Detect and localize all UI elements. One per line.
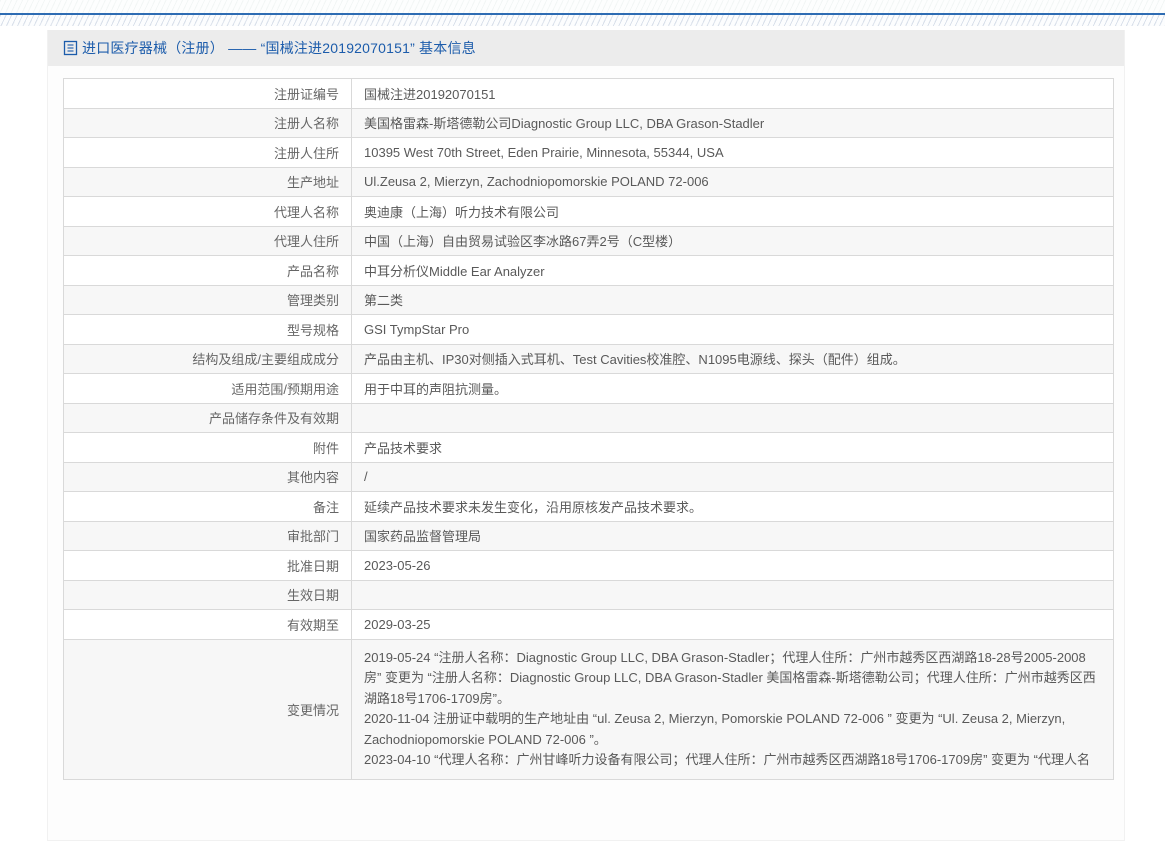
row-value (351, 402, 1114, 433)
table-row: 生效日期 (63, 579, 1114, 610)
top-divider-line (0, 13, 1165, 15)
row-value (351, 579, 1114, 610)
row-label: 结构及组成/主要组成成分 (63, 343, 352, 374)
row-label: 适用范围/预期用途 (63, 373, 352, 404)
table-row: 变更情况 2019-05-24 “注册人名称：Diagnostic Group L… (63, 638, 1114, 780)
table-row: 注册人住所 10395 West 70th Street, Eden Prairi… (63, 137, 1114, 168)
table-row: 批准日期 2023-05-26 (63, 550, 1114, 581)
table-row: 代理人名称 奥迪康（上海）听力技术有限公司 (63, 196, 1114, 227)
table-row: 注册人名称 美国格雷森-斯塔德勒公司Diagnostic Group LLC, D… (63, 107, 1114, 138)
row-value: 2023-05-26 (351, 550, 1114, 581)
row-value: 第二类 (351, 284, 1114, 315)
row-label: 代理人名称 (63, 196, 352, 227)
row-value: 美国格雷森-斯塔德勒公司Diagnostic Group LLC, DBA Gr… (351, 107, 1114, 138)
table-row: 其他内容 / (63, 461, 1114, 492)
table-row: 产品储存条件及有效期 (63, 402, 1114, 433)
page-title: 进口医疗器械（注册） —— “国械注进20192070151” 基本信息 (82, 40, 476, 56)
table-row: 附件 产品技术要求 (63, 432, 1114, 463)
row-label: 批准日期 (63, 550, 352, 581)
row-value: 产品技术要求 (351, 432, 1114, 463)
info-card: 进口医疗器械（注册） —— “国械注进20192070151” 基本信息 注册证… (47, 30, 1125, 841)
row-label: 审批部门 (63, 520, 352, 551)
row-label: 其他内容 (63, 461, 352, 492)
top-hatch-strip-lower (0, 15, 1165, 26)
table-row: 备注 延续产品技术要求未发生变化，沿用原核发产品技术要求。 (63, 491, 1114, 522)
change-record-line: 2023-04-10 “代理人名称：广州甘峰听力设备有限公司；代理人住所：广州市… (364, 752, 1090, 767)
table-row: 生产地址 Ul.Zeusa 2, Mierzyn, Zachodniopomors… (63, 166, 1114, 197)
row-label: 注册人住所 (63, 137, 352, 168)
row-value: 用于中耳的声阻抗测量。 (351, 373, 1114, 404)
table-row: 适用范围/预期用途 用于中耳的声阻抗测量。 (63, 373, 1114, 404)
row-value: 延续产品技术要求未发生变化，沿用原核发产品技术要求。 (351, 491, 1114, 522)
info-table-body: 注册证编号 国械注进20192070151 注册人名称 美国格雷森-斯塔德勒公司Dia… (63, 78, 1114, 780)
table-row: 有效期至 2029-03-25 (63, 609, 1114, 640)
row-label: 代理人住所 (63, 225, 352, 256)
row-value: 国械注进20192070151 (351, 78, 1114, 109)
row-label: 产品储存条件及有效期 (63, 402, 352, 433)
row-label: 变更情况 (63, 638, 352, 780)
row-label: 型号规格 (63, 314, 352, 345)
row-label: 注册人名称 (63, 107, 352, 138)
row-value: / (351, 461, 1114, 492)
document-icon (63, 40, 78, 56)
row-value: 产品由主机、IP30对侧插入式耳机、Test Cavities校准腔、N1095… (351, 343, 1114, 374)
change-record-line: 2020-11-04 注册证中载明的生产地址由 “ul. Zeusa 2, Mi… (364, 711, 1066, 747)
table-row: 结构及组成/主要组成成分 产品由主机、IP30对侧插入式耳机、Test Cavit… (63, 343, 1114, 374)
table-row: 管理类别 第二类 (63, 284, 1114, 315)
row-value: 2019-05-24 “注册人名称：Diagnostic Group LLC, … (351, 638, 1114, 780)
row-label: 生产地址 (63, 166, 352, 197)
row-value: GSI TympStar Pro (351, 314, 1114, 345)
change-record-line: 2019-05-24 “注册人名称：Diagnostic Group LLC, … (364, 649, 1096, 706)
top-hatch-strip-upper (0, 0, 1165, 13)
table-row: 审批部门 国家药品监督管理局 (63, 520, 1114, 551)
table-row: 代理人住所 中国（上海）自由贸易试验区李冰路67弄2号（C型楼） (63, 225, 1114, 256)
row-value: 国家药品监督管理局 (351, 520, 1114, 551)
table-row: 型号规格 GSI TympStar Pro (63, 314, 1114, 345)
row-value: 中国（上海）自由贸易试验区李冰路67弄2号（C型楼） (351, 225, 1114, 256)
row-value: Ul.Zeusa 2, Mierzyn, Zachodniopomorskie … (351, 166, 1114, 197)
row-label: 备注 (63, 491, 352, 522)
row-value: 10395 West 70th Street, Eden Prairie, Mi… (351, 137, 1114, 168)
row-label: 管理类别 (63, 284, 352, 315)
row-value: 奥迪康（上海）听力技术有限公司 (351, 196, 1114, 227)
table-row: 注册证编号 国械注进20192070151 (63, 78, 1114, 109)
row-label: 有效期至 (63, 609, 352, 640)
info-table: 注册证编号 国械注进20192070151 注册人名称 美国格雷森-斯塔德勒公司Dia… (63, 78, 1114, 780)
table-row: 产品名称 中耳分析仪Middle Ear Analyzer (63, 255, 1114, 286)
card-header: 进口医疗器械（注册） —— “国械注进20192070151” 基本信息 (48, 30, 1124, 66)
row-value: 2029-03-25 (351, 609, 1114, 640)
row-value: 中耳分析仪Middle Ear Analyzer (351, 255, 1114, 286)
row-label: 生效日期 (63, 579, 352, 610)
row-label: 产品名称 (63, 255, 352, 286)
row-label: 注册证编号 (63, 78, 352, 109)
row-label: 附件 (63, 432, 352, 463)
